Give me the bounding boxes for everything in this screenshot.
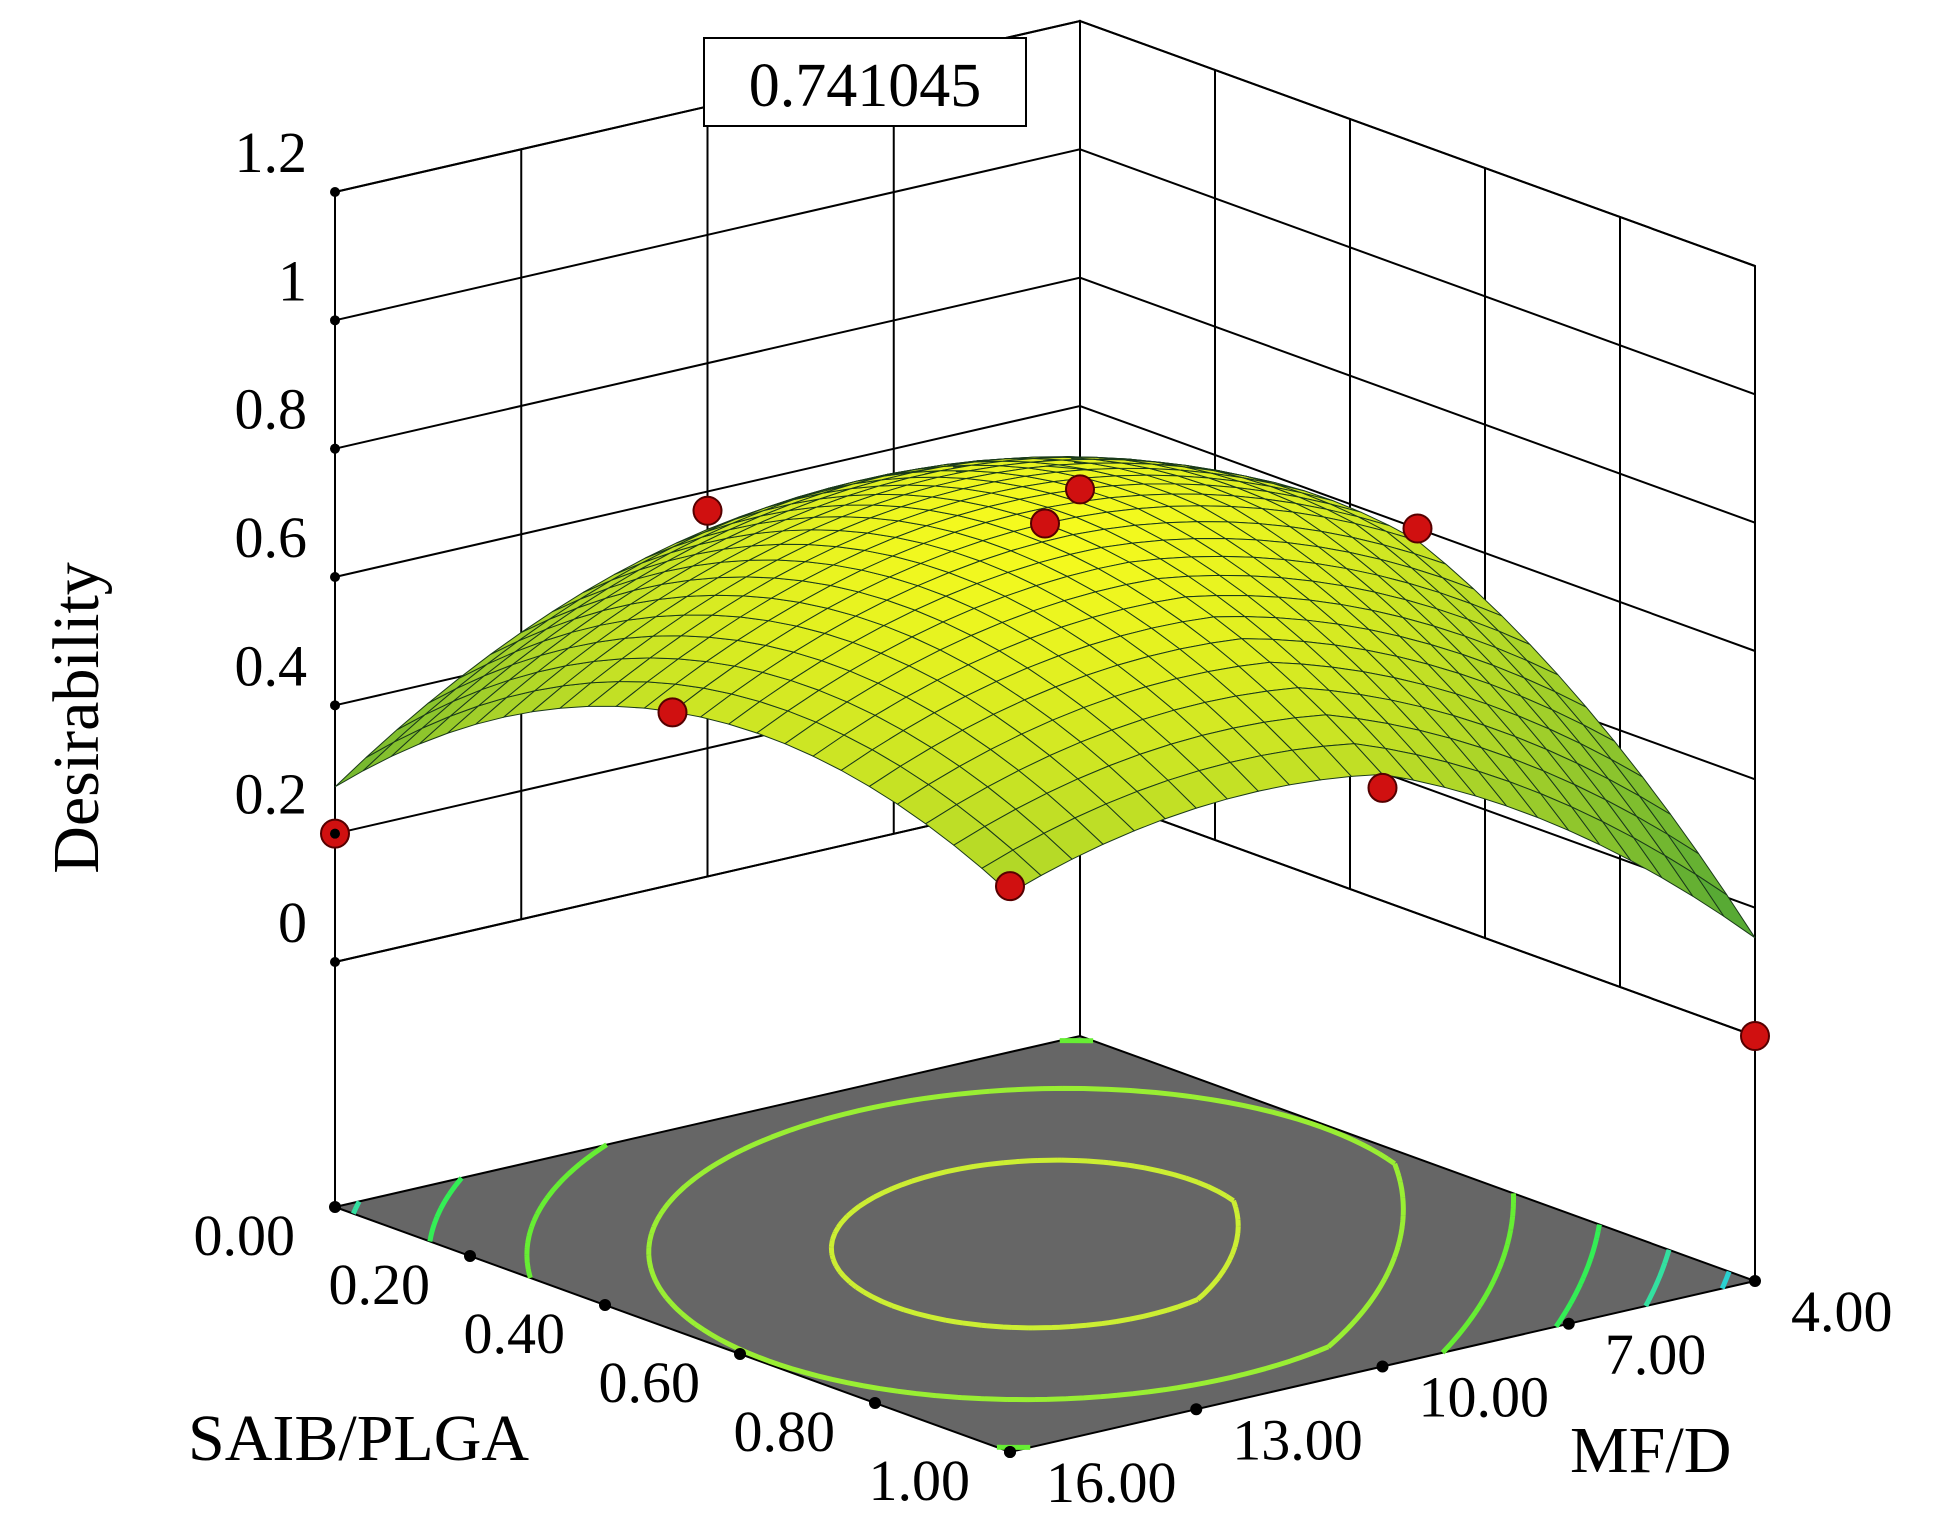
design-point <box>1740 1021 1770 1051</box>
x-tick-mark <box>869 1397 881 1409</box>
value-box: 0.741045 <box>703 37 1027 127</box>
x-tick-label: 0.00 <box>194 1203 296 1268</box>
z-tick-mark <box>330 443 340 454</box>
design-point <box>657 697 688 728</box>
contour-line <box>828 1157 1241 1331</box>
response-surface <box>334 456 1756 939</box>
z-tick-mark <box>330 315 340 326</box>
x-axis-title: SAIB/PLGA <box>188 1402 529 1475</box>
z-tick-label: 0.8 <box>235 377 308 442</box>
y-tick-label: 10.00 <box>1419 1365 1550 1430</box>
z-tick-mark <box>330 957 340 967</box>
surface-patch <box>1695 874 1756 939</box>
contour-line <box>351 1200 1672 1308</box>
contour-line <box>524 1038 1516 1450</box>
y-tick-label: 13.00 <box>1232 1407 1363 1472</box>
contour-line <box>427 1176 1602 1329</box>
z-tick-label: 1 <box>278 248 307 313</box>
z-tick-mark <box>330 572 340 582</box>
axes: 0 0.2 0.4 0.6 0.8 1 1.2 0.00 0.20 0.40 0.60 0.80 1.0… <box>194 120 1893 1515</box>
x-tick-label: 0.20 <box>329 1252 431 1317</box>
design-point <box>1367 772 1398 803</box>
contour-line <box>1719 1270 1732 1290</box>
design-points <box>320 474 1770 1051</box>
design-point <box>995 871 1025 902</box>
z-tick-label: 0.2 <box>235 762 308 827</box>
y-axis-title: MF/D <box>1570 1414 1731 1487</box>
z-tick-label: 0.6 <box>235 505 308 570</box>
z-tick-mark <box>330 700 340 711</box>
y-tick-mark <box>1376 1360 1389 1373</box>
z-tick-mark <box>330 828 340 839</box>
x-tick-mark <box>464 1250 476 1262</box>
z-tick-label: 0 <box>278 890 307 955</box>
z-tick-label: 1.2 <box>235 120 308 185</box>
design-point <box>1030 508 1060 539</box>
contour-line <box>646 1085 1406 1403</box>
y-tick-label: 16.00 <box>1046 1450 1177 1515</box>
value-box-label: 0.741045 <box>749 52 982 120</box>
y-tick-label: 4.00 <box>1791 1279 1893 1344</box>
z-axis-title: Desirability <box>40 562 113 874</box>
y-tick-mark <box>1004 1446 1016 1458</box>
x-tick-mark <box>599 1299 611 1311</box>
design-point <box>1065 474 1095 505</box>
y-tick-mark <box>1749 1275 1761 1287</box>
design-point <box>692 495 723 526</box>
z-tick-mark <box>330 187 340 197</box>
y-tick-label: 7.00 <box>1605 1322 1707 1387</box>
x-tick-label: 0.60 <box>599 1350 701 1415</box>
x-tick-label: 1.00 <box>869 1448 971 1513</box>
x-tick-mark <box>734 1348 746 1360</box>
y-tick-mark <box>1562 1317 1575 1330</box>
x-tick-mark <box>329 1201 341 1213</box>
design-point <box>1402 513 1433 544</box>
x-tick-label: 0.40 <box>464 1301 566 1366</box>
x-tick-label: 0.80 <box>734 1399 836 1464</box>
contour-floor <box>331 1034 1759 1454</box>
y-tick-mark <box>1190 1403 1203 1416</box>
z-tick-label: 0.4 <box>235 633 308 698</box>
